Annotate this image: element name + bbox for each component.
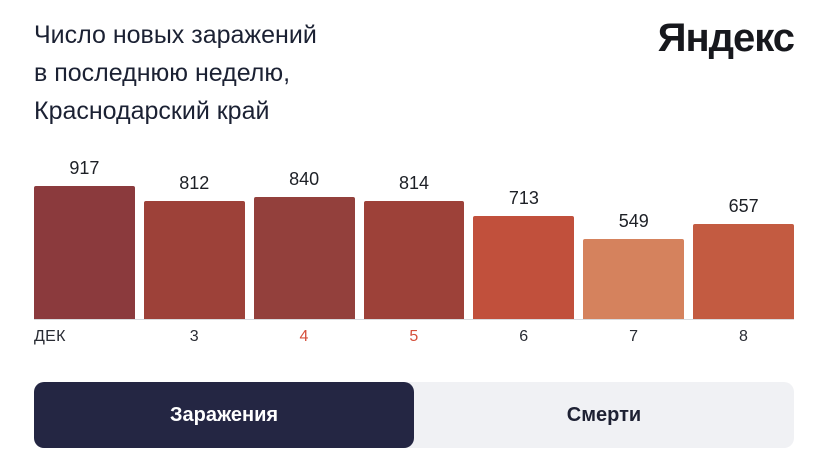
bar-value-label: 713 [508,188,539,208]
bar-column-5: 814 [363,156,465,319]
bar-value-label: 840 [289,169,320,189]
bar [253,197,355,319]
x-tick-6: 6 [519,328,529,345]
bar-value-label: 812 [179,173,210,193]
tab-infections[interactable]: Заражения [34,382,414,448]
bar [143,201,245,319]
bar-column-6: 713 [473,156,575,319]
bar-value-label: 814 [398,173,430,193]
bar [363,201,465,319]
bar-value-label: 549 [618,211,649,231]
chart-area: 917 812 840 814 713 549 657 ДЕК 3 4 5 6 7 8 [34,156,795,346]
bar-value-label: 657 [728,196,759,216]
bar [34,186,135,319]
x-tick-7: 7 [629,328,639,345]
bar [583,239,685,319]
x-tick-8: 8 [738,328,749,345]
bar-column-7: 549 [583,156,685,319]
x-tick-ДЕК: ДЕК [34,328,66,345]
page-title: Число новых заражений в последнюю неделю… [34,21,317,125]
x-tick-5: 5 [409,328,419,345]
header: Число новых заражений в последнюю неделю… [34,16,795,130]
x-tick-3: 3 [189,328,199,345]
bar-column-ДЕК: 917 [34,156,135,319]
bar-column-8: 657 [693,156,795,319]
bar [473,216,575,319]
bar [693,224,795,319]
tab-switcher: Заражения Смерти [34,382,794,448]
x-axis-labels: ДЕК 3 4 5 6 7 8 [34,328,794,346]
tab-deaths[interactable]: Смерти [414,382,794,448]
yandex-logo[interactable]: Яндекс [657,16,795,60]
bar-column-3: 812 [143,156,245,319]
bar-column-4: 840 [253,156,355,319]
bar-chart: 917 812 840 814 713 549 657 [34,156,795,320]
x-tick-4: 4 [299,328,309,345]
bar-value-label: 917 [69,158,100,178]
